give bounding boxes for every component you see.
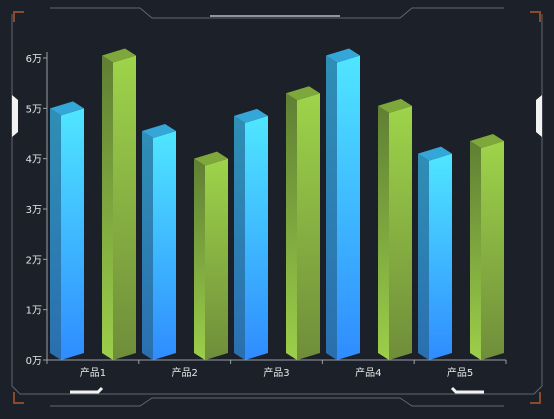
bar-top-face <box>470 134 504 149</box>
frame-right-tab <box>536 95 542 137</box>
corner-bottom-left <box>13 392 24 404</box>
bar-side-face <box>142 130 153 360</box>
axes <box>43 52 507 364</box>
x-tick-label: 产品4 <box>355 366 381 379</box>
frame-bottom-left-highlight <box>70 386 104 394</box>
bar-side-face <box>194 158 205 360</box>
panel-frame <box>11 7 543 407</box>
bar-3-series-2[interactable] <box>286 86 320 360</box>
frame-bottom-right-highlight <box>450 386 484 394</box>
bar-front-face <box>153 130 176 360</box>
bar-side-face <box>286 93 297 360</box>
bar-5-series-1[interactable] <box>418 146 452 360</box>
bar-2-series-1[interactable] <box>142 123 176 360</box>
bar-side-face <box>418 153 429 360</box>
bar-4-series-2[interactable] <box>378 98 412 360</box>
y-tick-label: 5万 <box>26 104 42 115</box>
bars <box>50 48 504 360</box>
y-tick-label: 0万 <box>26 356 42 367</box>
frame-bottom-edge <box>50 397 504 407</box>
frame-outline <box>11 14 543 395</box>
bar-top-face <box>418 146 452 161</box>
bar-1-series-1[interactable] <box>50 101 84 360</box>
frame-top-edge <box>50 7 504 19</box>
bar-top-face <box>286 86 320 101</box>
bar-front-face <box>61 108 84 360</box>
bar-side-face <box>102 55 113 360</box>
y-tick-label: 2万 <box>26 255 42 266</box>
y-tick-label: 4万 <box>26 155 42 166</box>
x-tick-label: 产品5 <box>447 366 473 379</box>
bar-4-series-1[interactable] <box>326 48 360 360</box>
x-tick-label: 产品1 <box>80 366 106 379</box>
bar-top-face <box>194 151 228 166</box>
bar-top-face <box>102 48 136 63</box>
bar-1-series-2[interactable] <box>102 48 136 360</box>
bar-side-face <box>378 105 389 360</box>
frame-left-tab <box>12 95 18 137</box>
corner-top-right <box>530 11 541 22</box>
y-tick-label: 3万 <box>26 205 42 216</box>
bar-front-face <box>245 115 268 360</box>
y-tick-label: 1万 <box>26 306 42 317</box>
bar-top-face <box>378 98 412 113</box>
bar-front-face <box>389 105 412 360</box>
bar-2-series-2[interactable] <box>194 151 228 360</box>
bar-top-face <box>142 123 176 138</box>
bar-front-face <box>113 55 136 360</box>
bar-side-face <box>50 108 61 360</box>
x-tick-label: 产品2 <box>172 366 198 379</box>
bar-front-face <box>429 153 452 360</box>
bar-top-face <box>234 108 268 123</box>
bar-front-face <box>481 141 504 360</box>
bar-side-face <box>470 141 481 360</box>
y-tick-label: 6万 <box>26 54 42 65</box>
bar-side-face <box>234 115 245 360</box>
bar-front-face <box>205 158 228 360</box>
corner-bottom-right <box>530 392 541 404</box>
bar-side-face <box>326 55 337 360</box>
bar-front-face <box>297 93 320 360</box>
bar-front-face <box>337 55 360 360</box>
bar-top-face <box>326 48 360 63</box>
corner-top-left <box>13 11 24 22</box>
x-tick-label: 产品3 <box>263 366 289 379</box>
bar-top-face <box>50 101 84 116</box>
bar-3-series-1[interactable] <box>234 108 268 360</box>
bar-5-series-2[interactable] <box>470 134 504 360</box>
